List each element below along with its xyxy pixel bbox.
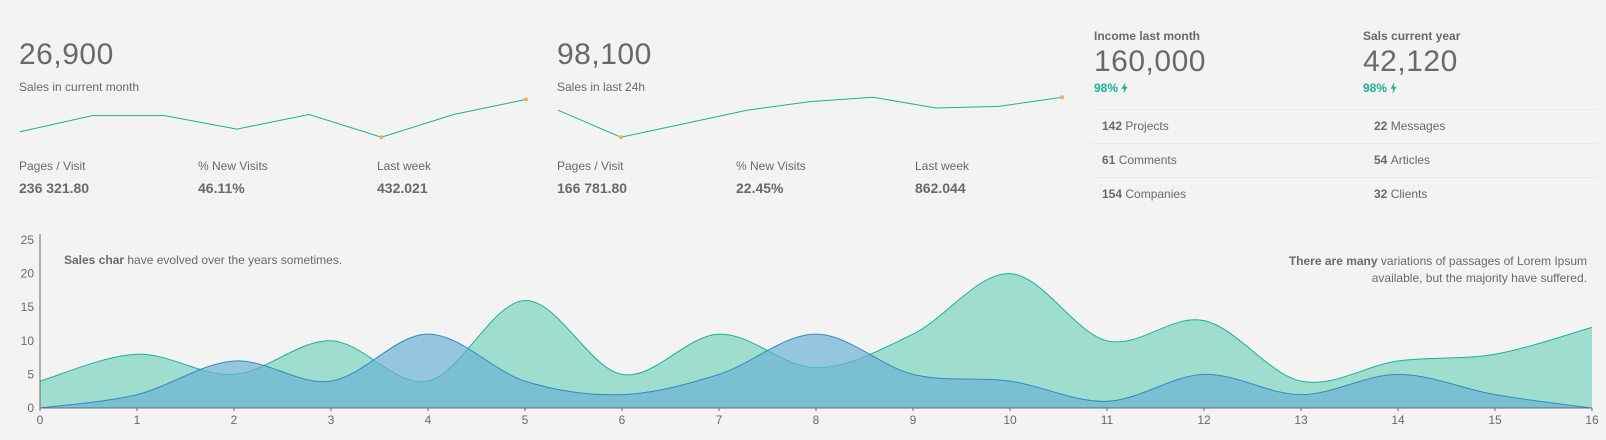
panel2-sparkline [557,95,1064,140]
sparkline-point [379,135,384,140]
series-area-blue [40,334,1592,408]
stat-value: 22.45% [736,180,784,196]
list-label: Comments [1118,153,1177,167]
series-line-blue [39,333,1593,409]
list-label: Articles [1390,153,1431,167]
panel1-sparkline [19,97,528,140]
x-tick-label: 5 [522,413,529,427]
stat-value: 862.044 [915,180,966,196]
stat-value: 166 781.80 [557,180,628,196]
sales-year-percent-value: 98% [1363,81,1388,95]
stat-label: Pages / Visit [19,159,86,173]
x-tick-label: 3 [328,413,335,427]
note-line-1: There are many variations of passages of… [1289,253,1587,270]
income-widget: Income last month 160,000 98% [1094,29,1206,95]
stat-label: % New Visits [736,159,806,173]
panel1-stat-new-visits: % New Visits 46.11% [198,159,268,196]
chart-note-left: Sales char have evolved over the years s… [64,253,342,267]
x-tick-label: 0 [37,413,44,427]
sales-year-widget: Sals current year 42,120 98% [1363,29,1460,95]
bolt-icon [1390,82,1397,94]
list-row: 142 Projects 22 Messages [1092,109,1597,144]
list-item-comments: 61 Comments [1102,153,1177,167]
x-tick-label: 11 [1101,413,1114,427]
list-item-projects: 142 Projects [1102,119,1169,133]
panel1-value: 26,900 [19,38,114,71]
sales-year-title: Sals current year [1363,29,1461,43]
sales-year-value: 42,120 [1363,45,1458,78]
stat-value: 236 321.80 [19,180,90,196]
list-count: 61 [1102,153,1116,167]
sparkline-point [1060,95,1064,100]
x-tick-label: 7 [716,413,723,427]
y-tick-label: 20 [21,267,35,281]
panel2-caption: Sales in last 24h [557,80,646,94]
y-tick-label: 10 [21,334,35,348]
note-text: have evolved over the years sometimes. [124,253,343,267]
list-count: 22 [1374,119,1388,133]
stat-label: Last week [377,159,432,173]
panel2-stat-last-week: Last week 862.044 [915,159,969,196]
sparkline-line [19,98,527,138]
panel2-value: 98,100 [557,38,652,71]
x-tick-label: 16 [1585,413,1599,427]
x-tick-label: 2 [231,413,238,427]
stat-value: 432.021 [377,180,428,196]
y-tick-label: 25 [21,233,35,247]
stat-label: % New Visits [198,159,268,173]
list-label: Projects [1125,119,1169,133]
list-label: Companies [1125,187,1187,201]
note-line-2: available, but the majority have suffere… [1371,271,1587,285]
x-tick-label: 1 [134,413,141,427]
income-percent-value: 98% [1094,81,1119,95]
y-tick-label: 15 [21,300,35,314]
x-tick-label: 8 [813,413,820,427]
x-tick-label: 14 [1391,413,1405,427]
list-count: 154 [1102,187,1123,201]
list-item-articles: 54 Articles [1374,153,1430,167]
list-row: 154 Companies 32 Clients [1092,177,1597,212]
list-item-clients: 32 Clients [1374,187,1427,201]
note-bold: Sales char [64,253,125,267]
bolt-icon [1121,82,1128,94]
income-value: 160,000 [1094,45,1206,78]
y-tick-label: 5 [27,367,34,381]
sparkline-point [619,135,623,140]
list-label: Messages [1390,119,1446,133]
list-row: 61 Comments 54 Articles [1092,143,1597,178]
list-count: 142 [1102,119,1123,133]
stat-value: 46.11% [198,180,245,196]
x-tick-label: 4 [425,413,432,427]
note-bold: There are many [1288,254,1378,268]
income-percent: 98% [1094,81,1206,95]
sparkline-point [524,97,528,102]
x-tick-label: 9 [910,413,917,427]
sales-year-percent: 98% [1363,81,1460,95]
panel1-caption: Sales in current month [19,80,140,94]
income-title: Income last month [1094,29,1201,43]
x-tick-label: 6 [619,413,626,427]
sparkline-line [557,96,1063,138]
chart-note-right: There are many variations of passages of… [1289,253,1587,287]
list-count: 32 [1374,187,1388,201]
x-tick-label: 13 [1294,413,1308,427]
list-item-messages: 22 Messages [1374,119,1445,133]
list-item-companies: 154 Companies [1102,187,1186,201]
x-tick-label: 15 [1488,413,1502,427]
list-count: 54 [1374,153,1388,167]
panel1-stat-last-week: Last week 432.021 [377,159,431,196]
stat-label: Pages / Visit [557,159,624,173]
panel2-stat-new-visits: % New Visits 22.45% [736,159,806,196]
list-label: Clients [1390,187,1428,201]
y-tick-label: 0 [27,401,34,415]
note-text: variations of passages of Lorem Ipsum [1377,254,1587,268]
x-tick-label: 10 [1003,413,1017,427]
stat-label: Last week [915,159,970,173]
panel2-stat-pages-visit: Pages / Visit 166 781.80 [557,159,627,196]
panel1-stat-pages-visit: Pages / Visit 236 321.80 [19,159,89,196]
x-tick-label: 12 [1197,413,1211,427]
